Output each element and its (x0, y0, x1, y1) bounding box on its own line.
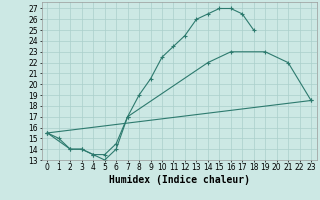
X-axis label: Humidex (Indice chaleur): Humidex (Indice chaleur) (109, 175, 250, 185)
